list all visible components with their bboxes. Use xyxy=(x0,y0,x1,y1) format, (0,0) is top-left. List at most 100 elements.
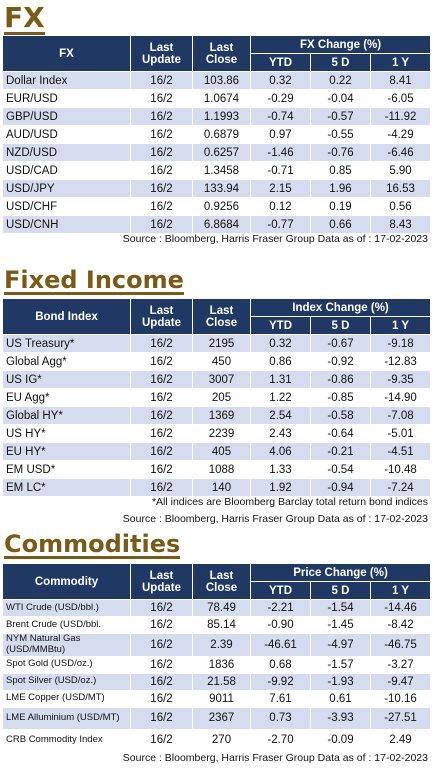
row-1y: -4.51 xyxy=(369,442,432,461)
row-1y: -11.92 xyxy=(369,107,432,126)
table-row: US Treasury* 16/2 2195 0.32 -0.67 -9.18 xyxy=(2,334,432,353)
row-5d: -1.57 xyxy=(310,655,371,674)
commodities-table: Commodity Last Update Last Close Price C… xyxy=(2,563,431,752)
row-1y: 8.41 xyxy=(369,71,432,90)
row-last-update: 16/2 xyxy=(130,599,193,617)
table-row: Global HY* 16/2 1369 2.54 -0.58 -7.08 xyxy=(2,406,432,425)
row-name: AUD/USD xyxy=(2,125,131,144)
row-name: WTI Crude (USD/bbl.) xyxy=(2,599,131,617)
fi-header-1y: 1 Y xyxy=(369,316,432,335)
table-row: GBP/USD 16/2 1.1993 -0.74 -0.57 -11.92 xyxy=(2,107,432,126)
fi-header-5d: 5 D xyxy=(310,316,371,335)
fixed-income-table: Bond Index Last Update Last Close Index … xyxy=(2,298,432,497)
fixed-income-source: Source : Bloomberg, Harris Fraser Group … xyxy=(122,513,428,525)
row-5d: -0.64 xyxy=(310,424,371,443)
row-5d: -4.97 xyxy=(310,633,371,657)
row-ytd: 0.32 xyxy=(250,334,311,353)
row-1y: 8.43 xyxy=(369,215,432,234)
fx-source: Source : Bloomberg, Harris Fraser Group … xyxy=(122,233,428,245)
row-last-update: 16/2 xyxy=(130,633,193,657)
row-last-update: 16/2 xyxy=(130,215,193,234)
row-ytd: 2.15 xyxy=(250,179,311,198)
table-row: US IG* 16/2 3007 1.31 -0.86 -9.35 xyxy=(2,370,432,389)
row-1y: 5.90 xyxy=(369,161,432,180)
row-name: Spot Silver (USD/oz.) xyxy=(2,672,131,691)
row-last-close: 270 xyxy=(192,728,251,752)
row-1y: -7.08 xyxy=(369,406,432,425)
com-header-last-update: Last Update xyxy=(130,563,193,600)
row-last-update: 16/2 xyxy=(130,672,193,691)
table-row: LME Alluminium (USD/MT) 16/2 2367 0.73 -3.93… xyxy=(2,706,431,730)
row-last-close: 9011 xyxy=(192,689,251,708)
row-1y: -8.42 xyxy=(370,616,431,634)
row-name: EM LC* xyxy=(2,478,131,497)
table-row: EU Agg* 16/2 205 1.22 -0.85 -14.90 xyxy=(2,388,432,407)
row-5d: 0.61 xyxy=(310,689,371,708)
row-ytd: 4.06 xyxy=(250,442,311,461)
row-ytd: -1.46 xyxy=(250,143,311,162)
row-ytd: 0.32 xyxy=(250,71,311,90)
row-ytd: -0.29 xyxy=(250,89,311,108)
row-name: Global Agg* xyxy=(2,352,131,371)
row-last-close: 2.39 xyxy=(192,633,251,657)
row-1y: -10.16 xyxy=(370,689,431,708)
row-5d: -0.76 xyxy=(310,143,371,162)
row-1y: -46.75 xyxy=(370,633,431,657)
row-1y: -5.01 xyxy=(369,424,432,443)
row-name: NZD/USD xyxy=(2,143,131,162)
row-1y: -6.05 xyxy=(369,89,432,108)
row-1y: -9.47 xyxy=(370,672,431,691)
fi-header-name: Bond Index xyxy=(2,298,131,335)
row-last-close: 450 xyxy=(192,352,251,371)
row-1y: 2.49 xyxy=(370,728,431,752)
row-last-close: 140 xyxy=(192,478,251,497)
row-name: Global HY* xyxy=(2,406,131,425)
row-last-update: 16/2 xyxy=(130,334,193,353)
row-name: USD/CAD xyxy=(2,161,131,180)
table-row: USD/JPY 16/2 133.94 2.15 1.96 16.53 xyxy=(2,179,432,198)
row-last-update: 16/2 xyxy=(130,107,193,126)
row-1y: -9.35 xyxy=(369,370,432,389)
row-name: Dollar Index xyxy=(2,71,131,90)
row-1y: -12.83 xyxy=(369,352,432,371)
row-1y: -7.24 xyxy=(369,478,432,497)
fx-header-name: FX xyxy=(2,35,131,72)
row-name: US Treasury* xyxy=(2,334,131,353)
row-ytd: 1.22 xyxy=(250,388,311,407)
row-last-update: 16/2 xyxy=(130,616,193,634)
row-5d: 0.85 xyxy=(310,161,371,180)
row-1y: 16.53 xyxy=(369,179,432,198)
row-name: GBP/USD xyxy=(2,107,131,126)
table-row: EM LC* 16/2 140 1.92 -0.94 -7.24 xyxy=(2,478,432,497)
row-last-update: 16/2 xyxy=(130,442,193,461)
row-last-update: 16/2 xyxy=(130,478,193,497)
row-last-update: 16/2 xyxy=(130,689,193,708)
fx-title-text: FX xyxy=(4,1,45,34)
row-name: EU Agg* xyxy=(2,388,131,407)
row-last-update: 16/2 xyxy=(130,71,193,90)
row-5d: -0.67 xyxy=(310,334,371,353)
row-1y: 0.56 xyxy=(369,197,432,216)
row-last-update: 16/2 xyxy=(130,179,193,198)
row-ytd: -0.74 xyxy=(250,107,311,126)
row-last-update: 16/2 xyxy=(130,706,193,730)
fx-header-last-close: Last Close xyxy=(192,35,251,72)
row-last-update: 16/2 xyxy=(130,728,193,752)
row-last-close: 0.6257 xyxy=(192,143,251,162)
fi-header-group: Index Change (%) xyxy=(249,298,432,317)
row-last-close: 3007 xyxy=(192,370,251,389)
row-name: EUR/USD xyxy=(2,89,131,108)
row-last-close: 6.8684 xyxy=(192,215,251,234)
row-last-update: 16/2 xyxy=(130,388,193,407)
row-last-update: 16/2 xyxy=(130,406,193,425)
table-row: WTI Crude (USD/bbl.) 16/2 78.49 -2.21 -1.54-… xyxy=(2,599,431,617)
table-row: EU HY* 16/2 405 4.06 -0.21 -4.51 xyxy=(2,442,432,461)
row-ytd: 0.97 xyxy=(250,125,311,144)
row-1y: -6.46 xyxy=(369,143,432,162)
row-last-close: 85.14 xyxy=(192,616,251,634)
row-last-close: 78.49 xyxy=(192,599,251,617)
fixed-income-note: *All indices are Bloomberg Barclay total… xyxy=(151,496,428,508)
row-last-update: 16/2 xyxy=(130,89,193,108)
fx-title-underline xyxy=(4,32,45,35)
row-last-close: 1088 xyxy=(192,460,251,479)
